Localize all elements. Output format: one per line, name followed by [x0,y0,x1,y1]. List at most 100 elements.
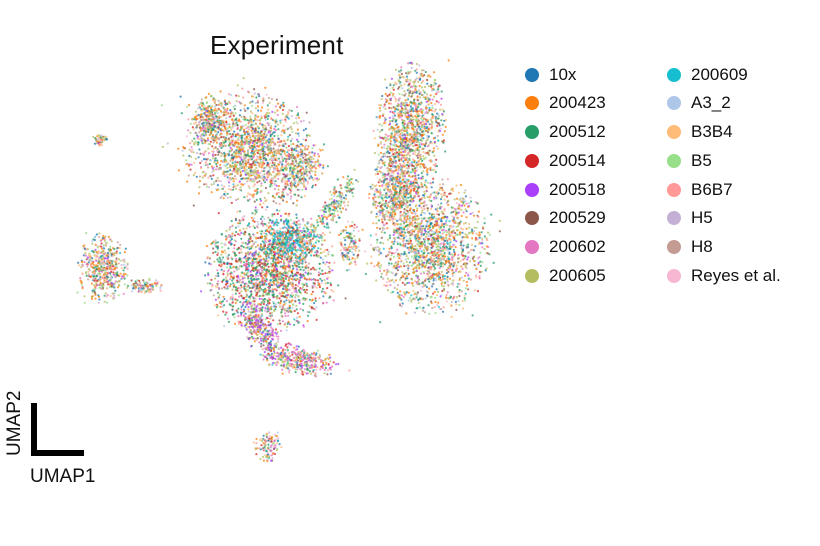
data-point [262,169,265,173]
data-point [181,149,184,152]
data-point [276,167,279,170]
data-point [303,172,306,175]
data-point [400,305,403,308]
data-point [284,182,287,185]
data-point [406,138,409,141]
data-point [321,148,324,152]
data-point [424,297,427,300]
data-point [216,177,219,180]
data-point [405,154,408,157]
data-point [212,147,216,150]
data-point [180,112,183,115]
data-point [416,214,419,218]
data-point [268,168,271,171]
data-point [242,165,245,168]
data-point [290,143,293,146]
data-point [403,154,406,157]
data-point [421,263,424,266]
data-point [303,148,306,151]
data-point [426,209,429,212]
data-point [461,299,464,303]
data-point [282,145,285,148]
data-point [398,111,401,114]
data-point [378,103,381,107]
data-point [410,255,413,258]
data-point [273,162,276,165]
data-point [407,291,410,294]
data-point [235,121,238,124]
data-point [400,101,403,104]
data-point [289,182,292,185]
data-point [419,254,422,257]
data-point [399,137,402,141]
data-point [260,182,263,185]
data-point [449,192,452,195]
data-point [286,138,289,141]
data-point [230,138,233,141]
data-point [275,98,278,101]
data-point [219,133,222,136]
data-point [211,127,214,131]
data-point [233,167,236,170]
data-point [428,199,431,202]
data-point [247,176,251,179]
data-point [483,222,486,225]
data-point [426,173,429,176]
data-point [421,260,424,263]
data-point [277,185,280,188]
data-point [283,180,287,183]
data-point [407,257,410,260]
data-point [377,144,380,147]
data-point [454,231,457,235]
data-point [417,110,420,113]
data-point [282,143,285,146]
data-point [306,180,309,183]
data-point [426,195,429,198]
data-point [396,242,399,246]
data-point [396,284,400,287]
data-point [265,133,268,136]
data-point [233,164,236,167]
data-point [404,106,407,109]
data-point [459,259,463,262]
data-point [193,143,196,146]
data-point [294,193,297,196]
data-point [431,113,434,116]
data-point [228,188,231,191]
data-point [267,149,270,152]
data-point [386,94,389,98]
data-point [472,259,476,262]
data-point [214,135,217,138]
data-point [451,215,454,218]
data-point [431,142,434,145]
data-point [477,234,480,237]
data-point [297,112,300,115]
data-point [373,151,376,155]
data-point [217,137,220,140]
data-point [259,164,262,167]
data-point [416,235,419,238]
data-point [218,145,221,148]
data-point [415,140,418,143]
data-point [461,267,464,270]
data-point [417,80,420,83]
data-point [392,255,395,258]
data-point [421,109,424,112]
data-point [474,245,477,248]
data-point [437,230,440,233]
data-point [295,204,298,207]
data-point [238,135,241,138]
data-point [398,76,402,79]
data-point [383,231,386,234]
data-point [466,258,469,261]
data-point [422,252,426,255]
data-point [191,139,194,143]
data-point [385,273,388,276]
data-point [418,64,421,67]
data-point [400,294,403,297]
data-point [235,100,238,103]
data-point [435,145,438,148]
data-point [208,115,211,118]
data-point [421,298,425,301]
data-point [421,115,424,119]
